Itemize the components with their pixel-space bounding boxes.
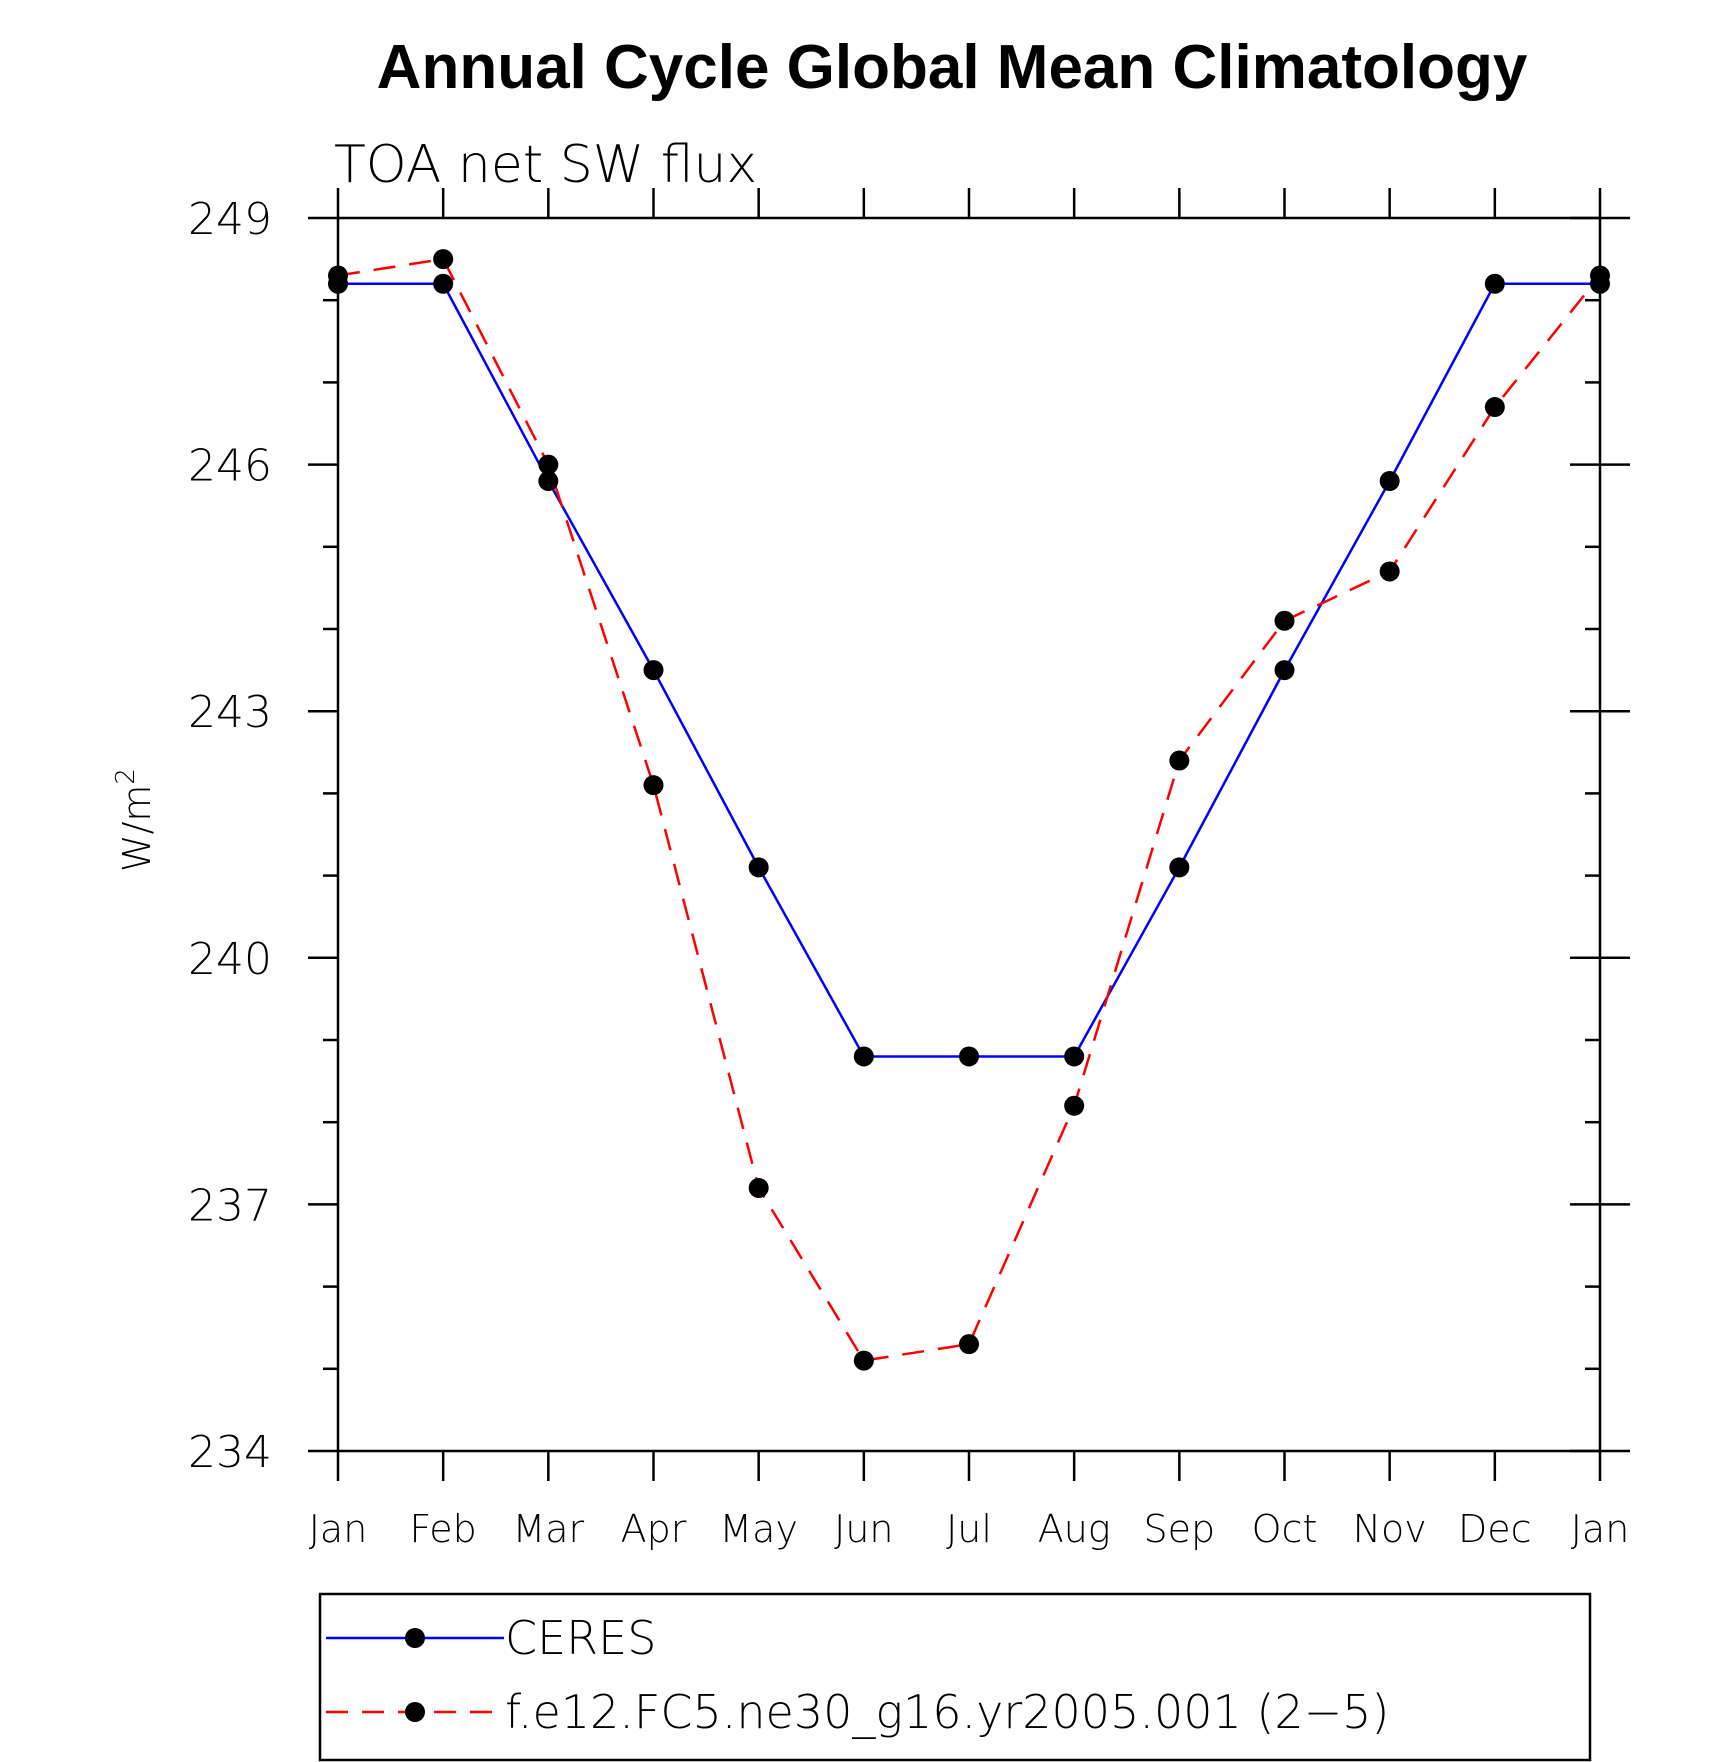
data-point-model xyxy=(328,265,348,286)
data-point-model xyxy=(1274,610,1295,631)
x-tick-label: Dec xyxy=(1458,1507,1532,1551)
data-point-model xyxy=(959,1334,979,1355)
data-point-ceres xyxy=(853,1046,874,1067)
series-line-ceres xyxy=(338,282,1600,1058)
data-point-ceres xyxy=(1379,471,1400,492)
series-layer xyxy=(328,249,1610,1371)
y-tick-label: 234 xyxy=(188,1427,272,1478)
data-point-ceres xyxy=(1274,660,1295,681)
y-ticks: 249 246 243 240 237 234 xyxy=(188,194,1630,1478)
x-tick-label: Nov xyxy=(1353,1507,1427,1551)
data-point-model xyxy=(1590,265,1610,286)
y-axis-label: W/m2 xyxy=(111,768,159,872)
x-tick-label: Sep xyxy=(1144,1507,1216,1551)
x-tick-label: Feb xyxy=(410,1507,477,1551)
x-tick-label: Mar xyxy=(512,1507,584,1551)
x-tick-label: Jul xyxy=(946,1507,992,1551)
data-point-model xyxy=(1064,1095,1085,1116)
data-point-ceres xyxy=(1484,273,1505,294)
data-point-model xyxy=(433,249,454,270)
data-point-ceres xyxy=(748,857,769,878)
chart-subtitle: TOA net SW flux xyxy=(334,135,757,195)
plot-frame xyxy=(336,216,1602,1453)
data-point-model xyxy=(1484,397,1505,418)
y-tick-label: 237 xyxy=(188,1180,272,1231)
legend-label-ceres: CERES xyxy=(505,1611,656,1665)
legend-box xyxy=(318,1592,1592,1762)
chart-title: Annual Cycle Global Mean Climatology xyxy=(377,33,1528,102)
legend-marker-model xyxy=(405,1702,425,1722)
data-point-model xyxy=(1379,561,1400,582)
data-point-ceres xyxy=(959,1046,979,1067)
data-point-model xyxy=(1169,750,1190,771)
y-axis-label-unit: W/m xyxy=(115,785,159,872)
y-axis-label-superscript: 2 xyxy=(111,768,141,785)
x-tick-label: Apr xyxy=(621,1507,687,1551)
legend-marker-ceres xyxy=(405,1628,425,1648)
legend-label-model: f.e12.FC5.ne30_g16.yr2005.001 (2−5) xyxy=(505,1685,1389,1739)
legend: CERES f.e12.FC5.ne30_g16.yr2005.001 (2−5… xyxy=(318,1592,1592,1762)
y-tick-label: 246 xyxy=(188,441,272,492)
x-tick-label: May xyxy=(719,1507,798,1551)
data-point-model xyxy=(643,775,664,796)
series-line-model xyxy=(337,257,1601,1362)
x-tick-label: Aug xyxy=(1038,1507,1111,1551)
data-point-ceres xyxy=(1169,857,1190,878)
x-tick-label: Jan xyxy=(1571,1507,1630,1551)
y-tick-label: 243 xyxy=(188,687,272,738)
data-point-ceres xyxy=(643,660,664,681)
y-tick-label: 240 xyxy=(188,934,272,985)
data-point-ceres xyxy=(1064,1046,1085,1067)
x-ticks: Jan Feb Mar Apr May Jun Jul Aug Sep Oct Nov Dec Jan xyxy=(309,188,1630,1551)
data-point-ceres xyxy=(433,273,454,294)
y-tick-label: 249 xyxy=(188,194,272,245)
data-point-model xyxy=(538,454,559,475)
data-point-model xyxy=(853,1350,874,1371)
x-tick-label: Oct xyxy=(1252,1507,1318,1551)
x-tick-label: Jun xyxy=(834,1507,893,1551)
x-tick-label: Jan xyxy=(309,1507,368,1551)
data-point-ceres xyxy=(538,471,559,492)
data-point-model xyxy=(748,1177,769,1198)
